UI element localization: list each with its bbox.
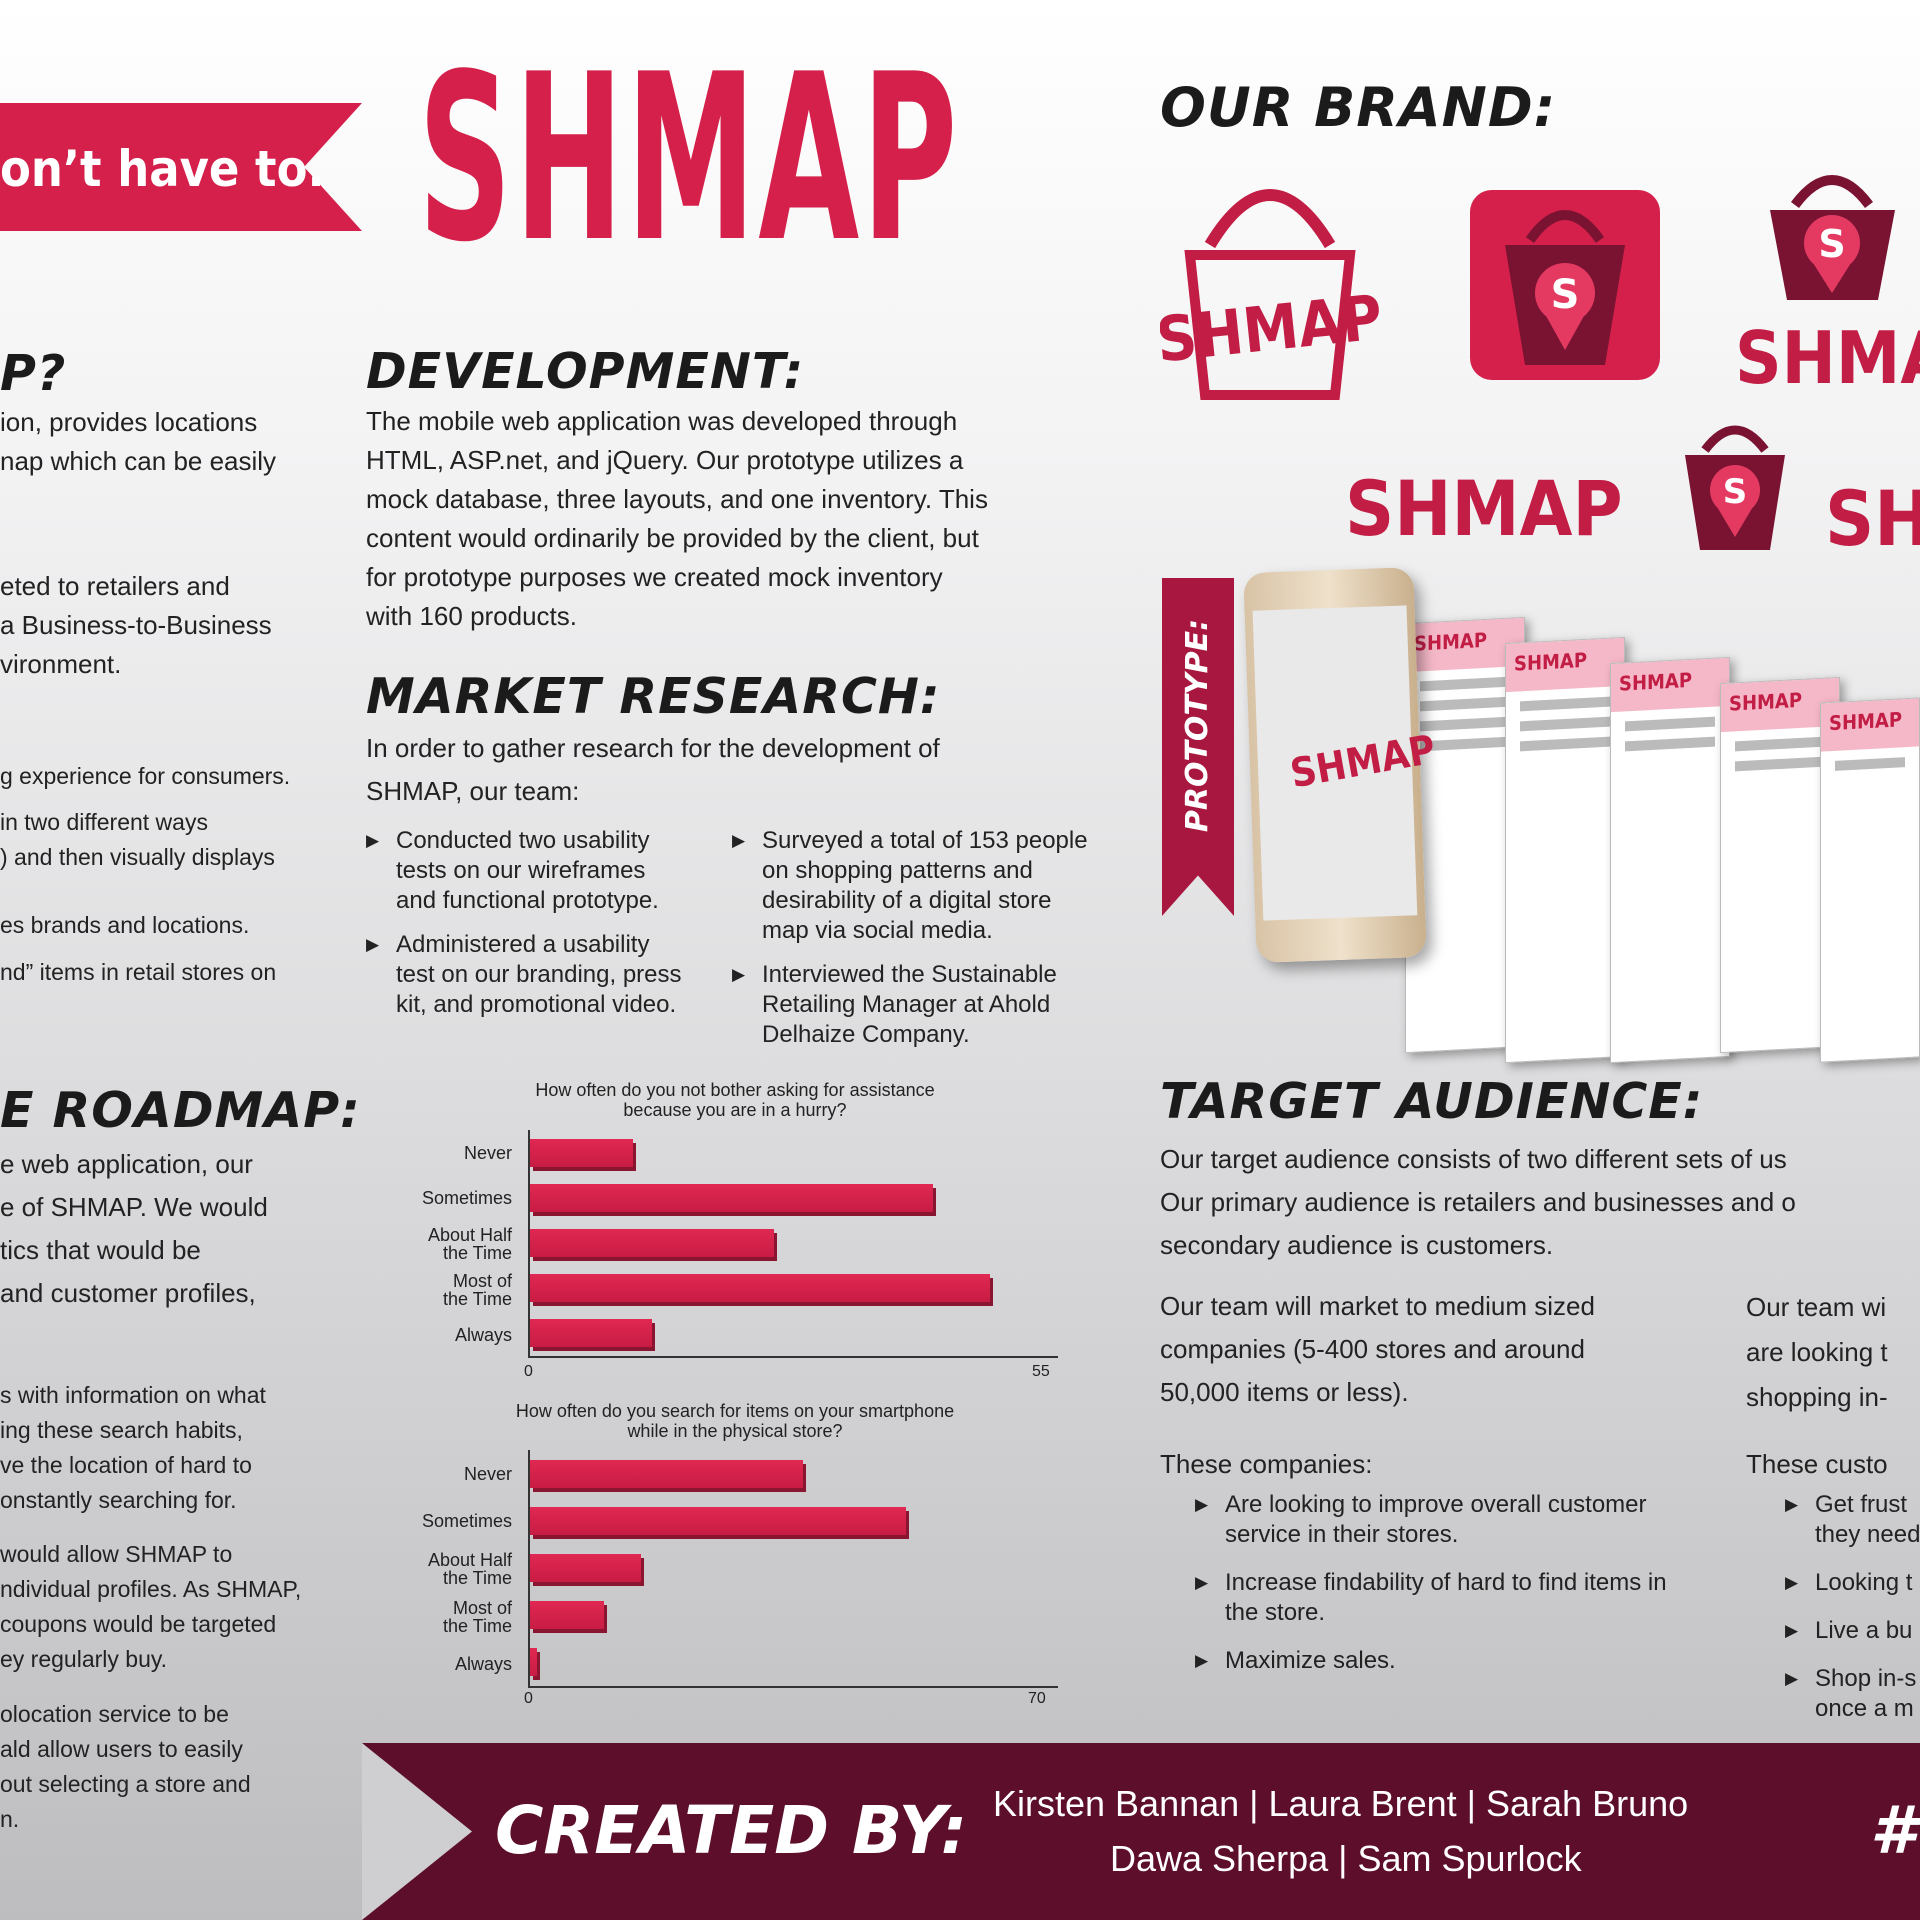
chart2-plot: [528, 1450, 1058, 1688]
brand-logo-bag-s-small: S: [1685, 425, 1785, 550]
chart2-bar: [530, 1648, 538, 1677]
team-names-row1: Kirsten Bannan | Laura Brent | Sarah Bru…: [993, 1783, 1689, 1824]
svg-text:S: S: [1551, 272, 1580, 318]
chart1-categories: Never Sometimes About Half the Time Most of t…: [380, 1130, 512, 1358]
prototype-screen: SHMAP: [1505, 636, 1625, 1064]
chart1-bar: [530, 1274, 990, 1303]
prototype-screen: SHMAP: [1820, 697, 1920, 1063]
market-research-heading: MARKET RESEARCH:: [366, 668, 941, 725]
chart2-bar: [530, 1601, 604, 1630]
team-names-row2: Dawa Sherpa | Sam Spurlock: [1110, 1838, 1582, 1879]
chart2-tick-max: 70: [1028, 1690, 1046, 1707]
chart1-category-label: Always: [454, 1325, 512, 1346]
brand-logo-wordmark-3: SH: [1825, 474, 1920, 563]
chart1-bar: [530, 1138, 634, 1167]
target-bullet: Maximize sales.: [1195, 1646, 1735, 1676]
phone-mockup: SHMAP: [1243, 567, 1439, 963]
chart1-category-label: Never: [463, 1142, 512, 1163]
target-col2-sub: These custo: [1746, 1449, 1888, 1479]
chart2-category-label: Most of the Time: [442, 1597, 512, 1636]
left-para-2: eted to retailers and a Business-to-Busin…: [0, 571, 272, 679]
target-bullet: Live a bu: [1785, 1616, 1920, 1646]
chart2-tick-min: 0: [524, 1690, 533, 1707]
chart1-bar: [530, 1183, 934, 1212]
left-para-1: ion, provides locations nap which can be …: [0, 407, 277, 476]
roadmap-para-2: would allow SHMAP to ndividual profiles. …: [0, 1541, 302, 1672]
chart2-title: How often do you search for items on you…: [515, 1401, 955, 1441]
left-para-6: nd” items in retail stores on: [0, 959, 277, 985]
chart2-bar: [530, 1506, 906, 1535]
shmap-wordmark: SHMAP: [418, 26, 960, 293]
brand-logos: SHMAP S S SHMAP SHMAP S SH: [1160, 175, 1920, 563]
left-para-5: es brands and locations.: [0, 912, 250, 938]
chart2-bars: [530, 1450, 1056, 1686]
target-intro: Our target audience consists of two diff…: [1160, 1144, 1796, 1260]
chart2-category-label: Sometimes: [421, 1511, 512, 1532]
left-heading-what: P?: [0, 345, 67, 402]
footer-bar: [362, 1743, 1920, 1920]
target-bullet: Looking t: [1785, 1568, 1920, 1598]
brand-logo-wordmark-2: SHMAP: [1345, 464, 1623, 553]
brand-logo-bag-wordmark: SHMAP: [1160, 189, 1386, 400]
chart1-bars: [530, 1130, 1056, 1356]
chart1-tick-min: 0: [524, 1363, 533, 1380]
target-col1-bullets: Are looking to improve overall customers…: [1195, 1490, 1735, 1676]
target-audience-heading: TARGET AUDIENCE:: [1160, 1073, 1704, 1130]
created-by-label: CREATED BY:: [495, 1792, 968, 1869]
target-col2-text: Our team wi are looking t shopping in-: [1746, 1292, 1888, 1412]
target-bullet: Are looking to improve overall customers…: [1195, 1490, 1735, 1550]
brand-logo-bag-s: S: [1770, 175, 1895, 300]
svg-text:S: S: [1818, 222, 1845, 266]
prototype-ribbon: [1162, 578, 1234, 916]
tagline-text: on’t have to.: [0, 140, 325, 198]
target-col1-sub: These companies:: [1160, 1449, 1373, 1479]
tagline-banner: [0, 103, 362, 231]
chart2-category-label: Always: [454, 1654, 512, 1675]
left-para-3: g experience for consumers.: [0, 763, 291, 789]
chart2-categories: Never Sometimes About Half the Time Most of t…: [380, 1450, 512, 1688]
brand-heading: OUR BRAND:: [1160, 76, 1557, 139]
development-heading: DEVELOPMENT:: [366, 343, 805, 400]
prototype-label-wrap: PROTOTYPE:: [1162, 580, 1234, 870]
hashtag: #: [1870, 1792, 1916, 1869]
chart2-category-label: About Half the Time: [427, 1550, 512, 1588]
chart2-bar: [530, 1459, 803, 1488]
target-col1-text: Our team will market to medium sized comp…: [1160, 1291, 1595, 1407]
chart2-category-label: Never: [463, 1463, 512, 1484]
market-intro: In order to gather research for the deve…: [366, 733, 940, 806]
development-text: The mobile web application was developed…: [366, 406, 988, 631]
chart1-tick-max: 55: [1032, 1363, 1050, 1380]
chart1-title: How often do you not bother asking for a…: [535, 1080, 935, 1120]
target-bullet: Increase findability of hard to find ite…: [1195, 1568, 1735, 1628]
chart1-category-label: Sometimes: [421, 1188, 512, 1209]
left-para-4: in two different ways) and then visually…: [0, 809, 275, 870]
chart1-bar: [530, 1319, 652, 1348]
chart1-category-label: About Half the Time: [427, 1225, 512, 1263]
svg-text:S: S: [1723, 472, 1748, 512]
chart1-category-label: Most of the Time: [442, 1270, 512, 1309]
roadmap-para-1: s with information on what ing these sear…: [0, 1382, 266, 1513]
brand-logo-wordmark-1: SHMAP: [1735, 316, 1920, 400]
chart1-plot: [528, 1130, 1058, 1358]
chart1-bar: [530, 1229, 774, 1257]
roadmap-para-3: olocation service to be ald allow users t…: [0, 1701, 251, 1832]
roadmap-heading: E ROADMAP:: [0, 1082, 361, 1139]
chart2-bar: [530, 1554, 641, 1582]
roadmap-intro: e web application, our e of SHMAP. We wou…: [0, 1149, 268, 1308]
prototype-label: PROTOTYPE:: [1180, 618, 1216, 832]
brand-logo-app-icon: S: [1470, 190, 1660, 380]
prototype-screen: SHMAP: [1610, 656, 1730, 1064]
